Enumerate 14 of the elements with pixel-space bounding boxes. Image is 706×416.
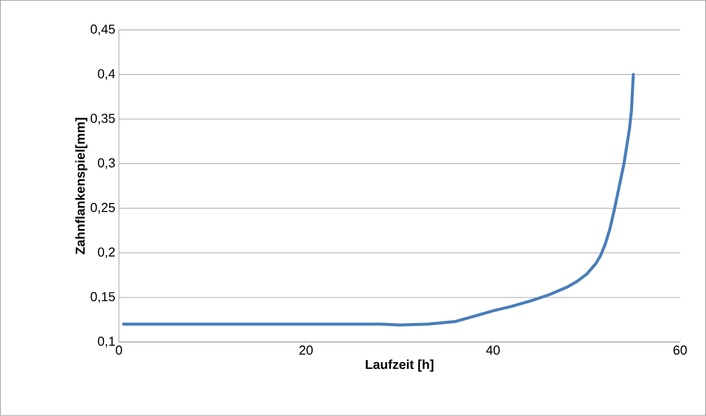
x-tick-label: 40 [486, 346, 500, 355]
y-tick-label: 0,35 [90, 114, 115, 124]
y-tick-label: 0,3 [98, 158, 115, 170]
y-tick-label: 0,25 [90, 202, 115, 214]
x-axis-title: Laufzeit [h] [366, 360, 434, 372]
y-tick-label: 0,4 [98, 69, 116, 80]
y-axis-title: Zahnflankenspiel[mm] [75, 118, 88, 254]
y-tick-label: 0,1 [98, 336, 115, 348]
y-tick-label: 0,2 [98, 248, 115, 258]
x-tick-label: 20 [299, 346, 313, 355]
x-tick-label: 0 [116, 346, 122, 355]
x-tick-label: 60 [674, 346, 687, 355]
y-tick-label: 0,15 [90, 292, 115, 303]
y-tick-label: 0,45 [90, 24, 115, 36]
